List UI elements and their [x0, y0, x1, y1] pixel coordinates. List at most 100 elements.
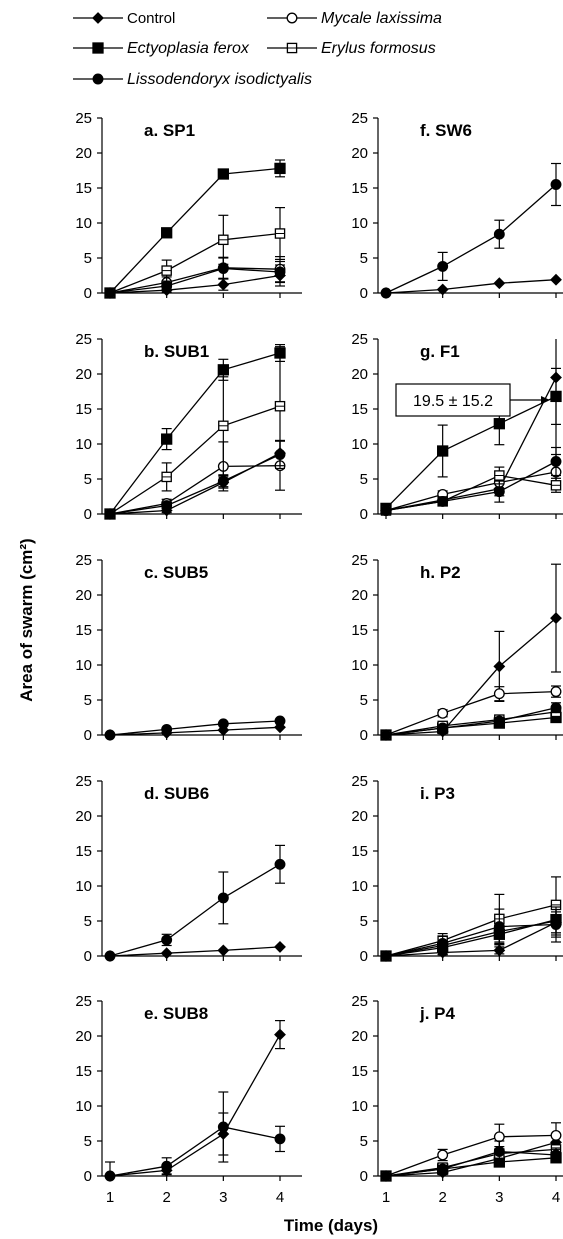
data-point: [380, 729, 392, 741]
y-tick-label: 20: [75, 1028, 92, 1045]
series-line: [109, 1034, 281, 1177]
annotation: 19.5 ± 15.2: [395, 383, 550, 417]
panel-title: a. SP1: [144, 121, 195, 140]
series-line: [385, 904, 557, 957]
series-line: [109, 405, 281, 515]
data-point: [217, 168, 229, 180]
series-lissodendoryx-isodictyalis: [380, 446, 562, 516]
series-control: [380, 273, 562, 299]
y-tick-label: 10: [351, 215, 368, 232]
data-point: [493, 1146, 505, 1157]
legend-marker: [92, 12, 104, 24]
y-tick-label: 15: [75, 622, 92, 639]
y-tick-label: 10: [351, 657, 368, 674]
legend-marker: [92, 42, 104, 54]
panel-g-f1: 0 5 10 15 20 25 g. F1 19.5 ± 15.2: [351, 331, 563, 523]
y-tick-label: 10: [75, 436, 92, 453]
series-line: [385, 471, 557, 512]
series-line: [385, 1150, 557, 1177]
data-point: [550, 919, 562, 930]
legend-marker: [286, 12, 298, 24]
data-point: [436, 283, 449, 296]
y-tick-label: 0: [360, 506, 368, 523]
y-tick-label: 0: [84, 506, 92, 523]
data-point: [493, 688, 505, 700]
series-line: [385, 921, 557, 957]
panel-h-p2: 0 5 10 15 20 25 h. P2: [351, 552, 563, 744]
y-tick-label: 25: [351, 110, 368, 127]
series-line: [109, 267, 281, 294]
y-tick-label: 5: [84, 250, 92, 267]
y-tick-label: 20: [75, 587, 92, 604]
data-point: [550, 179, 562, 190]
series-control: [380, 563, 562, 741]
y-tick-label: 0: [360, 285, 368, 302]
y-tick-label: 5: [360, 250, 368, 267]
data-point: [161, 280, 173, 292]
data-point: [274, 266, 286, 278]
x-tick-label: 3: [495, 1189, 503, 1206]
y-tick-label: 5: [360, 692, 368, 709]
data-point: [437, 937, 449, 949]
panel-title: e. SUB8: [144, 1004, 208, 1023]
data-point: [550, 273, 562, 286]
series-line: [109, 726, 281, 736]
y-tick-label: 20: [351, 587, 368, 604]
y-tick-label: 10: [351, 1098, 368, 1115]
series-erylus-formosus: [104, 346, 286, 520]
series-line: [109, 1126, 281, 1177]
series-line: [385, 617, 557, 736]
data-point: [550, 456, 562, 467]
y-tick-label: 10: [351, 436, 368, 453]
data-point: [274, 162, 286, 175]
y-tick-label: 20: [75, 366, 92, 383]
panel-e-sub8: 0 5 10 15 20 25 1 2 3 4 e. SUB8: [75, 993, 302, 1206]
data-point: [217, 1121, 229, 1133]
panel-c-sub5: 0 5 10 15 20 25 c. SUB5: [75, 552, 302, 744]
y-tick-label: 25: [75, 110, 92, 127]
data-point: [437, 260, 449, 272]
series-lissodendoryx-isodictyalis: [380, 906, 562, 962]
data-point: [161, 723, 173, 735]
series-erylus-formosus: [380, 466, 562, 516]
series-line: [385, 377, 557, 512]
data-point: [274, 1133, 286, 1145]
data-point: [104, 950, 116, 962]
series-line: [109, 453, 281, 515]
y-tick-label: 25: [351, 993, 368, 1010]
y-tick-label: 5: [84, 692, 92, 709]
series-line: [109, 863, 281, 957]
y-tick-label: 15: [351, 401, 368, 418]
series-erylus-formosus: [104, 207, 286, 299]
x-axis-title: Time (days): [284, 1216, 378, 1235]
y-tick-label: 10: [75, 1098, 92, 1115]
y-tick-label: 10: [75, 657, 92, 674]
data-point: [104, 729, 116, 741]
data-point: [380, 1170, 392, 1182]
data-point: [160, 947, 173, 960]
data-point: [550, 702, 562, 714]
y-tick-label: 5: [360, 471, 368, 488]
series-line: [385, 923, 557, 957]
series-line: [385, 395, 557, 509]
series-lissodendoryx-isodictyalis: [380, 702, 562, 741]
x-tick-label: 4: [276, 1189, 284, 1206]
panel-title: g. F1: [420, 342, 460, 361]
series-line: [385, 918, 557, 957]
y-tick-label: 20: [351, 145, 368, 162]
y-tick-label: 25: [75, 993, 92, 1010]
legend-label: Ectyoplasia ferox: [127, 40, 250, 57]
series-line: [385, 184, 557, 294]
x-tick-label: 1: [382, 1189, 390, 1206]
legend-item-control: Control: [73, 10, 175, 27]
data-point: [493, 660, 506, 673]
data-point: [274, 858, 286, 870]
data-point: [437, 1163, 449, 1175]
series-lissodendoryx-isodictyalis: [104, 257, 286, 299]
y-tick-label: 25: [351, 331, 368, 348]
annotation-text: 19.5 ± 15.2: [413, 393, 493, 410]
data-point: [437, 1149, 449, 1161]
y-tick-label: 25: [351, 773, 368, 790]
data-point: [217, 364, 229, 376]
